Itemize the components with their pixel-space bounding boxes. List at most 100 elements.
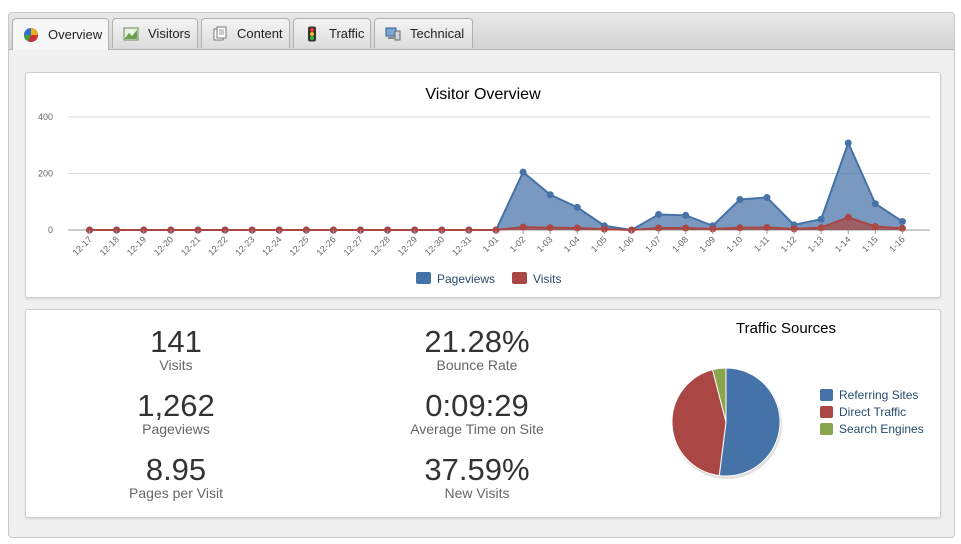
legend-swatch [820,423,833,435]
tab-overview[interactable]: Overview [12,18,109,50]
chart-legend: Pageviews Visits [416,272,561,286]
tab-technical-label: Technical [410,26,465,41]
pageviews-point[interactable] [817,215,825,223]
x-tick-label: 12-30 [423,234,446,257]
x-tick-label: 12-27 [342,234,365,257]
x-tick-label: 12-17 [71,234,94,257]
tab-content[interactable]: Content [201,18,290,48]
stat-avg-time: 0:09:29 Average Time on Site [347,390,607,437]
tab-traffic-label: Traffic [329,26,365,41]
pageviews-point[interactable] [844,139,852,147]
visits-point[interactable] [573,224,581,232]
pageviews-point[interactable] [871,200,879,208]
pageviews-point[interactable] [736,195,744,203]
x-tick-label: 12-20 [152,234,175,257]
stats-panel: 141 Visits 21.28% Bounce Rate 1,262 Page… [25,309,941,518]
visits-point[interactable] [655,224,663,232]
legend-label: Referring Sites [839,388,919,402]
legend-swatch [416,272,431,284]
legend-label: Search Engines [839,422,924,436]
pageviews-point[interactable] [763,194,771,202]
x-tick-label: 12-25 [287,234,310,257]
pie-slice-search-engines[interactable] [711,367,727,423]
x-tick-label: 12-31 [450,234,473,257]
traffic-sources-title: Traffic Sources [735,320,837,337]
tab-content-label: Content [237,26,283,41]
analytics-widget: Overview Visitors Content Traffic Techni… [8,12,955,538]
y-tick-label: 0 [48,225,53,235]
stat-bounce-rate: 21.28% Bounce Rate [347,326,607,373]
visits-point[interactable] [546,224,554,232]
x-tick-label: 1-13 [806,234,826,254]
legend-swatch [820,406,833,418]
pie-legend-item[interactable]: Search Engines [820,422,924,436]
x-tick-label: 1-12 [779,234,799,254]
legend-label[interactable]: Pageviews [437,272,495,286]
chart-grid: 0 200 400 [38,112,930,235]
visitors-icon [123,26,139,42]
tab-visitors-label: Visitors [148,26,191,41]
pageviews-point[interactable] [546,191,554,199]
visits-point[interactable] [871,223,879,231]
tab-traffic[interactable]: Traffic [293,18,371,48]
chart-series [86,139,906,234]
visits-point[interactable] [736,224,744,232]
pageviews-area [89,142,903,230]
pie-legend: Referring Sites Direct Traffic Search Engi… [820,388,924,436]
tab-bar: Overview Visitors Content Traffic Techni… [9,13,954,50]
pie-slice-direct-traffic[interactable] [671,369,727,477]
stat-pageviews: 1,262 Pageviews [46,390,306,437]
x-tick-label: 12-24 [260,234,283,257]
stat-value: 21.28% [424,324,530,359]
stat-label: Average Time on Site [410,421,544,437]
pageviews-point[interactable] [573,203,581,211]
x-tick-label: 1-01 [481,234,501,254]
legend-label[interactable]: Visits [533,272,561,286]
traffic-light-icon [304,26,320,42]
stat-label: Bounce Rate [436,357,518,373]
y-tick-label: 400 [38,112,53,122]
pie-slice-referring-sites[interactable] [718,367,781,477]
stat-visits: 141 Visits [46,326,306,373]
visits-point[interactable] [844,213,852,221]
stat-pages-per-visit: 8.95 Pages per Visit [46,454,306,501]
x-tick-label: 12-29 [396,234,419,257]
tab-technical[interactable]: Technical [374,18,473,48]
visitor-overview-panel: Visitor Overview 0 200 400 12-17 12-18 12-19… [25,72,941,298]
visits-point[interactable] [817,224,825,232]
traffic-sources-pie [671,367,782,479]
pageviews-point[interactable] [519,168,527,176]
stat-label: Pages per Visit [129,485,223,501]
legend-swatch [512,272,527,284]
x-tick-label: 1-05 [589,234,609,254]
chart-title: Visitor Overview [425,86,541,103]
visits-point[interactable] [763,223,771,231]
x-tick-label: 1-15 [860,234,880,254]
visits-point[interactable] [709,225,717,233]
visits-point[interactable] [790,225,798,233]
tab-visitors[interactable]: Visitors [112,18,198,48]
content-icon [212,26,228,42]
stat-new-visits: 37.59% New Visits [347,454,607,501]
pie-legend-item[interactable]: Direct Traffic [820,405,924,419]
pageviews-point[interactable] [655,210,663,218]
x-tick-label: 1-02 [508,234,528,254]
pie-legend-item[interactable]: Referring Sites [820,388,924,402]
x-tick-label: 1-09 [697,234,717,254]
x-axis-labels: 12-17 12-18 12-19 12-20 12-21 12-22 12-23 12-24… [71,230,907,258]
visits-point[interactable] [898,224,906,232]
tab-overview-label: Overview [48,27,103,42]
stat-value: 37.59% [424,452,530,487]
visits-point[interactable] [519,223,527,231]
x-tick-label: 12-19 [125,234,148,257]
pageviews-point[interactable] [898,218,906,226]
x-tick-label: 12-28 [369,234,392,257]
stat-value: 141 [150,324,202,359]
visits-point[interactable] [682,224,690,232]
x-tick-label: 1-16 [887,234,907,254]
x-tick-label: 1-08 [670,234,690,254]
pageviews-point[interactable] [682,211,690,219]
visits-point[interactable] [600,225,608,233]
stat-label: Pageviews [142,421,210,437]
stat-value: 0:09:29 [425,388,529,423]
